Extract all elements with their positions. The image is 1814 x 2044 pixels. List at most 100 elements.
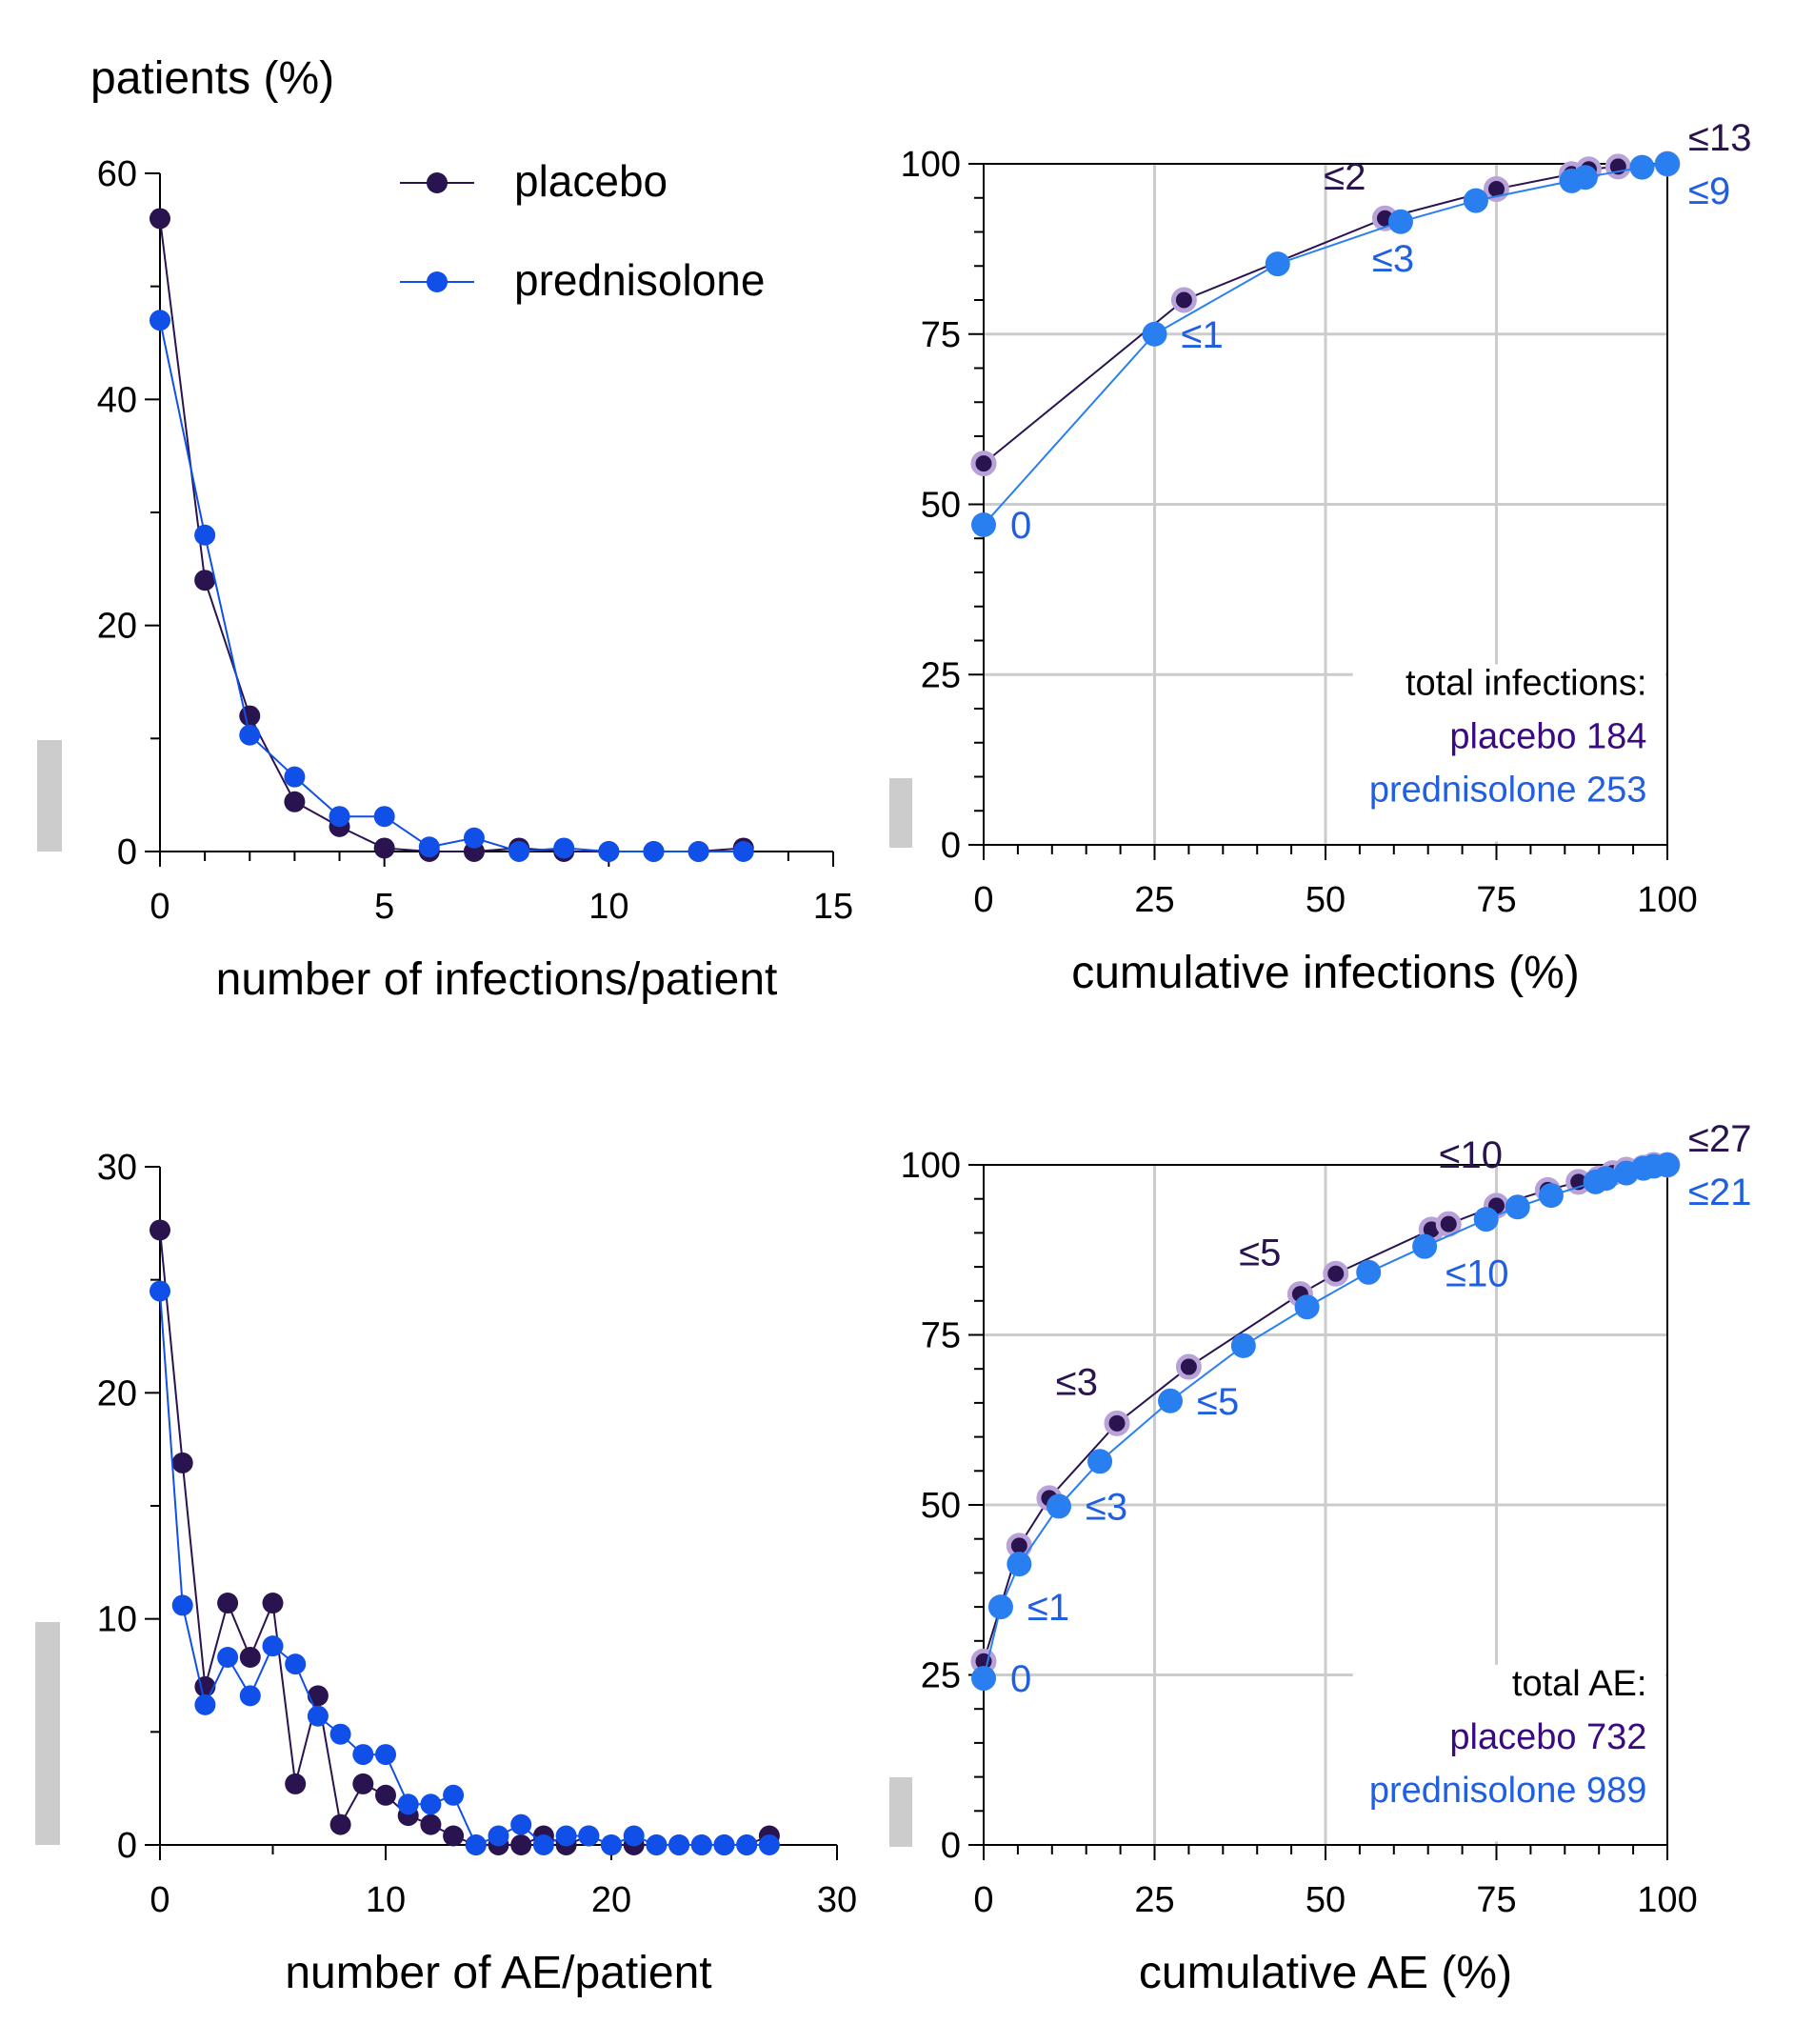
series-prednisolone [971,151,1680,537]
data-point-prednisolone [601,1834,622,1855]
panel-ae-cumulative: 0 25 50 75 100 0 25 50 75 100 cumulative AE (%) ≤3 ≤… [889,1118,1751,1998]
data-point-placebo [307,1685,329,1707]
data-point-prednisolone [397,1794,419,1815]
data-point-prednisolone [1505,1194,1530,1220]
data-point-placebo [1435,1211,1462,1237]
x-tick-label: 0 [150,1880,169,1920]
data-point-placebo [1170,287,1197,313]
y-tick-label: 0 [941,826,961,866]
data-point-prednisolone [262,1635,284,1657]
data-point-prednisolone [646,1834,668,1855]
data-point-placebo [373,837,395,859]
data-point-placebo [150,208,170,230]
data-point-placebo [217,1593,239,1614]
point-annotation: ≤13 [1688,117,1751,159]
series-prednisolone [971,1152,1680,1692]
y-tick-label: 60 [97,154,137,194]
point-annotation: ≤3 [1056,1361,1098,1403]
y-tick-label: 25 [921,1656,961,1696]
y-tick-label: 100 [901,145,961,185]
data-point-prednisolone [488,1825,509,1847]
data-point-prednisolone [1087,1449,1113,1474]
data-point-prednisolone [758,1834,780,1855]
data-point-prednisolone [375,1744,396,1766]
y-tick-label: 50 [921,486,961,526]
data-point-placebo [1104,1410,1130,1436]
x-tick-label: 20 [591,1880,631,1920]
series-placebo [150,208,754,862]
data-point-prednisolone [1473,1207,1499,1232]
point-annotation: ≤9 [1688,170,1730,212]
y-axis-title: patients (%) [90,53,334,104]
data-point-prednisolone [171,1594,193,1616]
x-tick-label: 75 [1476,880,1516,920]
data-point-placebo [1323,1260,1349,1287]
legend-marker [427,271,448,292]
data-point-prednisolone [643,841,665,862]
data-point-prednisolone [465,1834,487,1855]
point-annotation: ≤1 [1027,1587,1069,1629]
point-annotation: ≤21 [1688,1172,1751,1213]
point-annotation: 0 [1010,1658,1031,1700]
x-tick-label: 25 [1134,1880,1174,1920]
panel-infections-distribution: 0 5 10 15 0 20 40 60 number of infections/patien… [37,53,853,1005]
data-point-placebo [150,1219,170,1241]
data-point-placebo [194,570,216,591]
x-tick-label: 0 [973,880,993,920]
legend: placebo prednisolone [400,156,765,305]
x-tick-label: 75 [1476,1880,1516,1920]
y-tick-label: 0 [941,1826,961,1866]
x-tick-label: 100 [1637,1880,1697,1920]
data-point-prednisolone [420,1794,442,1815]
totals-prednisolone: prednisolone 989 [1369,1771,1647,1811]
data-point-prednisolone [553,837,575,859]
data-point-prednisolone [1593,1166,1619,1192]
data-point-prednisolone [623,1825,645,1847]
totals-title: total infections: [1405,664,1646,704]
totals-title: total AE: [1512,1664,1647,1704]
data-point-placebo [285,1773,307,1794]
y-tick-label: 100 [901,1146,961,1186]
side-bar [889,778,912,848]
data-point-placebo [1605,153,1631,180]
data-point-prednisolone [1572,165,1598,190]
point-annotation: ≤10 [1445,1253,1508,1295]
data-point-prednisolone [1655,1152,1680,1177]
data-point-prednisolone [217,1647,239,1669]
series-line-placebo [159,218,744,852]
x-axis-title: cumulative infections (%) [1071,948,1580,998]
data-point-prednisolone [578,1825,600,1847]
legend-marker [427,172,448,193]
x-tick-label: 100 [1637,880,1697,920]
point-annotation: ≤10 [1440,1134,1503,1176]
y-tick-label: 20 [97,607,137,647]
data-point-prednisolone [1629,154,1655,180]
side-bar [35,1622,60,1845]
data-point-prednisolone [329,1723,351,1745]
data-point-prednisolone [668,1834,690,1855]
legend-box-bg [1352,664,1665,842]
y-tick-label: 50 [921,1486,961,1526]
y-tick-label: 20 [97,1373,137,1413]
data-point-prednisolone [373,806,395,828]
data-point-prednisolone [418,836,440,858]
y-tick-label: 40 [97,380,137,420]
data-point-prednisolone [1158,1388,1184,1413]
data-point-placebo [194,1675,216,1697]
data-point-prednisolone [987,1594,1013,1620]
data-point-placebo [284,791,306,812]
point-annotation: ≤1 [1182,314,1224,356]
data-point-prednisolone [150,310,170,331]
data-point-prednisolone [284,766,306,788]
legend-label: placebo [514,156,668,206]
data-point-prednisolone [690,1834,712,1855]
data-point-prednisolone [1356,1259,1382,1285]
data-point-placebo [510,1834,532,1855]
panel-ae-distribution: 0 10 20 30 0 10 20 30 number of AE/patient [35,1148,857,1998]
data-point-prednisolone [713,1834,735,1855]
x-tick-label: 10 [588,887,628,927]
series-placebo [150,1219,780,1855]
legend-item-prednisolone: prednisolone [400,255,765,305]
data-point-prednisolone [1230,1333,1256,1358]
